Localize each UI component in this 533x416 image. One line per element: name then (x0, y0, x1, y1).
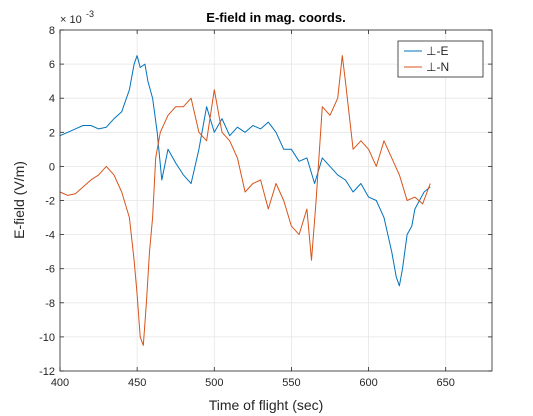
y-tick-label: -8 (45, 298, 55, 310)
x-tick-label: 550 (282, 377, 300, 389)
y-tick-label: 6 (49, 59, 55, 71)
x-tick-label: 600 (359, 377, 377, 389)
legend-box (397, 40, 484, 78)
x-tick-label: 650 (437, 377, 455, 389)
ticks: 400 450 500 550 600 650 -12 -10 -8 -6 -4 -2 0 2 4 6 8 (39, 25, 492, 389)
y-tick-label: 4 (49, 93, 55, 105)
y-exponent-power: -3 (86, 9, 94, 19)
y-axis-label: E-field (V/m) (11, 161, 27, 239)
x-tick-label: 400 (51, 377, 69, 389)
y-tick-label: 2 (49, 127, 55, 139)
y-tick-label: -6 (45, 264, 55, 276)
series-line-perp-e (59, 55, 431, 287)
series-layer (59, 55, 431, 346)
y-tick-label: 8 (49, 25, 55, 37)
legend-label-perp-e: ⊥-E (426, 44, 448, 58)
y-tick-label: -2 (45, 196, 55, 208)
x-tick-label: 450 (128, 377, 146, 389)
y-tick-label: 0 (49, 161, 55, 173)
y-tick-label: -12 (39, 366, 55, 378)
x-axis-label: Time of flight (sec) (209, 397, 324, 413)
series-line-perp-n (59, 55, 431, 346)
y-tick-label: -10 (39, 332, 55, 344)
legend-label-perp-n: ⊥-N (426, 60, 449, 74)
chart-title: E-field in mag. coords. (206, 10, 345, 25)
y-tick-label: -4 (45, 230, 55, 242)
y-exponent-base: × 10 (60, 14, 82, 26)
legend: ⊥-E ⊥-N (397, 40, 484, 78)
x-tick-label: 500 (205, 377, 223, 389)
